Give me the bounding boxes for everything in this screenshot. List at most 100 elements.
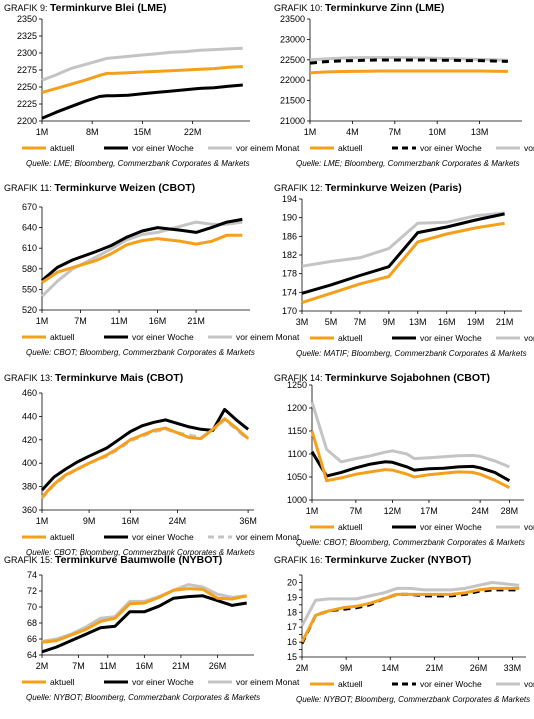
y-tick-label: 2325 bbox=[17, 31, 37, 41]
x-tick-label: 21M bbox=[426, 663, 444, 673]
x-tick-label: 17M bbox=[420, 506, 438, 516]
x-tick-label: 14M bbox=[381, 663, 399, 673]
x-tick-label: 13M bbox=[471, 127, 489, 137]
legend-label: vor einer Woche bbox=[420, 679, 482, 689]
y-tick-label: 194 bbox=[282, 194, 297, 204]
y-tick-label: 460 bbox=[22, 388, 37, 398]
series-line-vor-einer-woche bbox=[41, 594, 247, 654]
legend-label: aktuell bbox=[50, 143, 75, 153]
source-note: Quelle: CBOT; Bloomberg, Commerzbank Cor… bbox=[26, 348, 255, 357]
y-tick-label: 1000 bbox=[287, 495, 307, 505]
y-tick-label: 15 bbox=[287, 652, 297, 662]
figure-label: GRAFIK 14: bbox=[274, 373, 325, 383]
figure-label: GRAFIK 13: bbox=[4, 373, 55, 383]
x-tick-label: 21M bbox=[496, 317, 514, 327]
figure-label: GRAFIK 12: bbox=[274, 183, 325, 193]
y-tick-label: 72 bbox=[27, 586, 37, 596]
legend-label: aktuell bbox=[50, 332, 75, 342]
legend-label: vor einem Monat bbox=[236, 332, 300, 342]
legend-label: aktuell bbox=[338, 679, 363, 689]
series-line-aktuell bbox=[300, 586, 520, 643]
x-tick-label: 36M bbox=[239, 516, 257, 526]
x-tick-label: 22M bbox=[184, 127, 202, 137]
y-tick-label: 1150 bbox=[288, 426, 307, 436]
y-tick-label: 2350 bbox=[17, 14, 37, 24]
x-tick-label: 10M bbox=[428, 127, 446, 137]
legend-label: vor einer Woche bbox=[132, 532, 194, 542]
source-note: Quelle: CBOT; Bloomberg, Commerzbank Cor… bbox=[26, 548, 255, 557]
chart-title: GRAFIK 13: Terminkurve Mais (CBOT) bbox=[4, 372, 183, 384]
x-tick-label: 16M bbox=[149, 316, 167, 326]
y-tick-label: 17 bbox=[287, 622, 297, 632]
x-tick-label: 7M bbox=[354, 317, 367, 327]
x-tick-label: 15M bbox=[134, 127, 152, 137]
title-text: Terminkurve Zucker (NYBOT) bbox=[325, 554, 471, 566]
figure-label: GRAFIK 10: bbox=[274, 3, 325, 13]
figure-label: GRAFIK 11: bbox=[4, 183, 54, 193]
y-tick-label: 360 bbox=[22, 505, 37, 515]
legend-label: vor einem Monat bbox=[524, 522, 534, 532]
series-line-vor-einem-monat bbox=[310, 401, 510, 469]
series-line-aktuell bbox=[301, 221, 505, 305]
x-tick-label: 1M bbox=[36, 127, 49, 137]
x-tick-label: 19M bbox=[467, 317, 485, 327]
series-line-aktuell bbox=[309, 69, 508, 75]
x-tick-label: 33M bbox=[504, 663, 522, 673]
x-tick-label: 9M bbox=[340, 663, 353, 673]
source-note: Quelle: MATIF; Bloomberg, Commerzbank Co… bbox=[296, 349, 527, 358]
x-tick-label: 7M bbox=[74, 316, 87, 326]
x-tick-label: 21M bbox=[187, 316, 205, 326]
y-tick-label: 170 bbox=[282, 306, 297, 316]
x-tick-label: 1M bbox=[36, 516, 49, 526]
chart-panel-6: GRAFIK 14: Terminkurve Sojabohnen (CBOT)… bbox=[274, 372, 534, 547]
series-line-vor-einer-woche bbox=[301, 212, 505, 295]
title-text: Terminkurve Mais (CBOT) bbox=[55, 372, 183, 384]
chart-title: GRAFIK 10: Terminkurve Zinn (LME) bbox=[274, 2, 444, 14]
y-tick-label: 420 bbox=[22, 435, 37, 445]
chart-title: GRAFIK 11: Terminkurve Weizen (CBOT) bbox=[4, 182, 195, 194]
series-line-aktuell bbox=[41, 587, 248, 644]
y-tick-label: 70 bbox=[27, 602, 37, 612]
y-tick-label: 440 bbox=[22, 411, 37, 421]
y-tick-label: 21000 bbox=[280, 116, 305, 126]
source-note: Quelle: LME; Bloomberg, Commerzbank Corp… bbox=[296, 159, 520, 168]
legend-label: vor einer Woche bbox=[132, 143, 194, 153]
y-tick-label: 190 bbox=[282, 213, 297, 223]
title-text: Terminkurve Sojabohnen (CBOT) bbox=[325, 372, 490, 384]
y-tick-label: 18 bbox=[287, 607, 297, 617]
series-line-vor-einem-monat bbox=[309, 56, 508, 62]
y-tick-label: 550 bbox=[22, 284, 37, 294]
legend-label: aktuell bbox=[50, 677, 75, 687]
chart-panel-1: GRAFIK 9: Terminkurve Blei (LME) 2200 2225… bbox=[4, 2, 300, 168]
y-tick-label: 182 bbox=[282, 250, 297, 260]
chart-title: GRAFIK 14: Terminkurve Sojabohnen (CBOT) bbox=[274, 372, 490, 384]
chart-title: GRAFIK 16: Terminkurve Zucker (NYBOT) bbox=[274, 554, 471, 566]
y-tick-label: 23500 bbox=[280, 14, 305, 24]
y-tick-label: 2225 bbox=[17, 99, 37, 109]
y-tick-label: 640 bbox=[22, 223, 37, 233]
title-text: Terminkurve Blei (LME) bbox=[50, 2, 167, 14]
x-tick-label: 24M bbox=[169, 516, 187, 526]
legend-label: aktuell bbox=[338, 522, 363, 532]
y-tick-label: 186 bbox=[282, 231, 297, 241]
series-line-vor-einer-woche bbox=[41, 83, 243, 120]
series-line-vor-einer-woche bbox=[41, 217, 243, 282]
legend-label: vor einer Woche bbox=[132, 677, 194, 687]
y-tick-label: 20 bbox=[287, 577, 297, 587]
y-tick-label: 178 bbox=[282, 269, 297, 279]
x-tick-label: 26M bbox=[209, 661, 227, 671]
x-tick-label: 1M bbox=[306, 506, 319, 516]
legend-label: vor einer Woche bbox=[132, 332, 194, 342]
chart-panel-4: GRAFIK 12: Terminkurve Weizen (Paris) 170… bbox=[274, 182, 534, 358]
chart-panel-5: GRAFIK 13: Terminkurve Mais (CBOT) 360 380… bbox=[4, 372, 300, 557]
title-text: Terminkurve Weizen (CBOT) bbox=[54, 182, 195, 194]
legend-label: vor einem Monat bbox=[524, 679, 534, 689]
x-tick-label: 4M bbox=[346, 127, 359, 137]
y-tick-label: 64 bbox=[27, 650, 37, 660]
y-tick-label: 2200 bbox=[17, 116, 37, 126]
y-tick-label: 174 bbox=[282, 287, 297, 297]
x-tick-label: 11M bbox=[111, 316, 128, 326]
legend-label: aktuell bbox=[50, 532, 75, 542]
y-tick-label: 580 bbox=[22, 264, 37, 274]
y-tick-label: 2250 bbox=[17, 82, 37, 92]
